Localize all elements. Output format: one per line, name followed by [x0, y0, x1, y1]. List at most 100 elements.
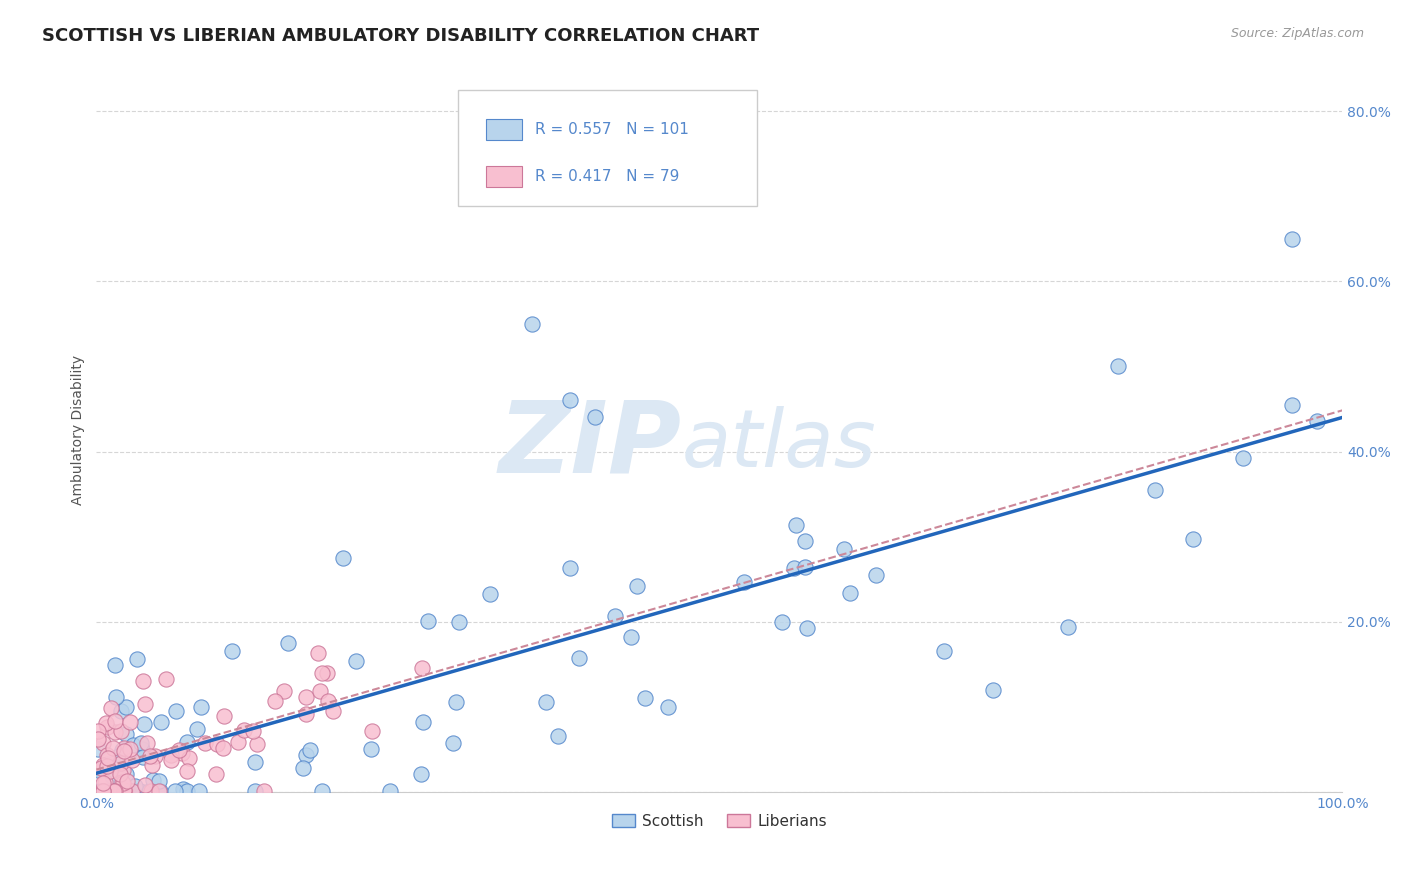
Point [839, 586, 862, 600]
Point [1144, 483, 1167, 497]
Legend: Scottish, Liberians: Scottish, Liberians [606, 807, 832, 835]
Point [620, 630, 643, 644]
Point [479, 586, 502, 600]
Point [131, 742, 153, 756]
Point [1181, 532, 1204, 546]
Point [96, 720, 118, 734]
Point [298, 743, 321, 757]
Point [176, 735, 198, 749]
Point [87, 742, 110, 756]
Point [441, 736, 464, 750]
Point [121, 753, 143, 767]
Point [205, 767, 228, 781]
Point [603, 608, 626, 623]
FancyBboxPatch shape [486, 120, 523, 140]
Point [446, 695, 468, 709]
Point [1306, 414, 1329, 428]
Point [159, 753, 181, 767]
Point [96, 758, 118, 772]
Point [149, 784, 172, 798]
Point [159, 747, 181, 762]
Point [97, 784, 120, 798]
Point [105, 690, 128, 705]
Point [120, 715, 142, 730]
Point [793, 534, 815, 549]
Point [103, 658, 125, 673]
Point [193, 736, 215, 750]
Point [104, 714, 127, 728]
Point [332, 550, 354, 565]
Point [547, 729, 569, 743]
Point [534, 695, 557, 709]
Point [87, 732, 110, 747]
Point [94, 784, 117, 798]
Point [568, 651, 591, 665]
Point [143, 748, 166, 763]
Point [295, 706, 318, 721]
Point [90, 763, 112, 777]
Point [179, 751, 201, 765]
Point [148, 784, 170, 798]
Point [108, 747, 131, 762]
Point [114, 700, 136, 714]
Point [112, 764, 135, 778]
Point [322, 704, 344, 718]
Point [101, 784, 124, 798]
Point [112, 783, 135, 797]
Point [124, 779, 146, 793]
Point [657, 699, 679, 714]
Point [125, 651, 148, 665]
Point [558, 561, 581, 575]
Point [110, 774, 132, 789]
Point [796, 621, 818, 635]
Point [91, 776, 114, 790]
Point [167, 743, 190, 757]
Point [134, 697, 156, 711]
Point [865, 568, 887, 582]
Point [411, 660, 433, 674]
Point [122, 739, 145, 753]
Point [94, 784, 117, 798]
Point [104, 784, 127, 798]
Text: R = 0.557   N = 101: R = 0.557 N = 101 [534, 122, 689, 137]
Point [121, 784, 143, 798]
Point [205, 737, 228, 751]
Point [132, 716, 155, 731]
Point [190, 700, 212, 714]
Point [273, 684, 295, 698]
Point [107, 784, 129, 798]
Point [1107, 359, 1129, 374]
Point [243, 784, 266, 798]
Point [176, 784, 198, 798]
Point [112, 744, 135, 758]
Point [86, 763, 108, 777]
Point [360, 724, 382, 739]
Point [91, 784, 114, 798]
Point [626, 579, 648, 593]
Point [108, 767, 131, 781]
Point [115, 784, 138, 798]
Point [291, 760, 314, 774]
Point [142, 772, 165, 787]
Point [522, 317, 544, 331]
Point [110, 724, 132, 739]
Point [91, 784, 114, 798]
Point [409, 767, 432, 781]
Point [138, 784, 160, 798]
Point [449, 615, 471, 629]
Point [117, 784, 139, 798]
Point [89, 784, 111, 798]
Point [146, 784, 169, 798]
Point [221, 644, 243, 658]
Point [141, 757, 163, 772]
Point [316, 665, 339, 680]
Point [246, 737, 269, 751]
Point [344, 654, 367, 668]
Point [132, 674, 155, 689]
Point [136, 736, 159, 750]
Point [100, 784, 122, 798]
Point [112, 784, 135, 798]
Point [104, 725, 127, 739]
Point [134, 778, 156, 792]
Point [165, 704, 187, 718]
